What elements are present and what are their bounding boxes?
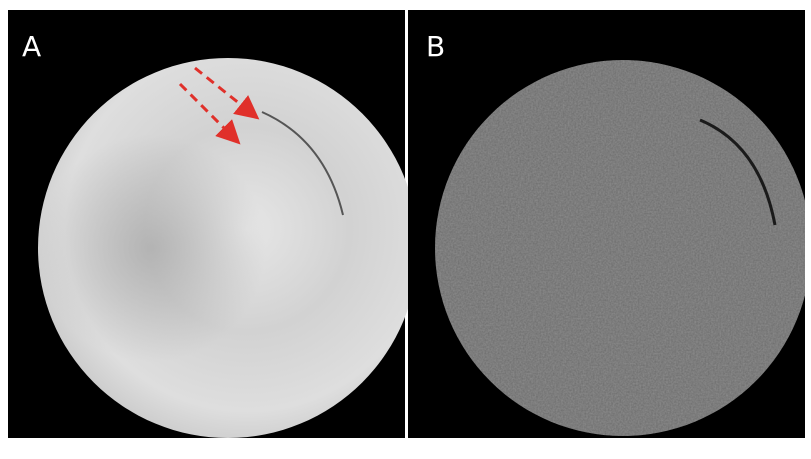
crack-b (699, 118, 777, 226)
arrow (178, 82, 241, 145)
panel-label: B (426, 30, 445, 63)
panel-label: A (22, 30, 41, 63)
arrow (194, 66, 260, 120)
phantom-b-noise (435, 60, 805, 436)
crack-a (261, 111, 344, 216)
phantom-a-shadow (38, 58, 418, 438)
